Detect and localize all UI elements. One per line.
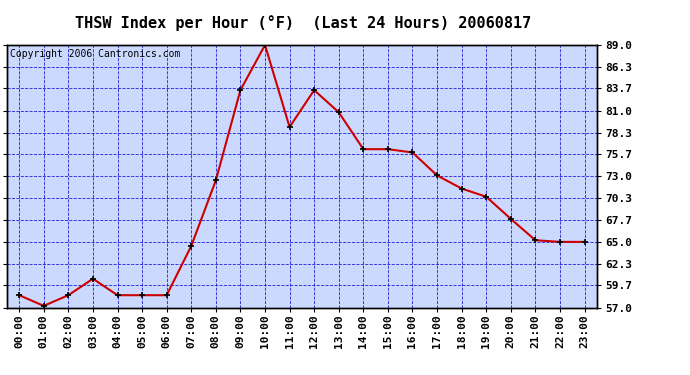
Text: THSW Index per Hour (°F)  (Last 24 Hours) 20060817: THSW Index per Hour (°F) (Last 24 Hours)…	[75, 15, 532, 31]
Point	[186, 243, 197, 249]
Text: Copyright 2006 Cantronics.com: Copyright 2006 Cantronics.com	[10, 49, 180, 59]
Point	[112, 292, 123, 298]
Point	[431, 172, 442, 178]
Point	[235, 87, 246, 93]
Point	[137, 292, 148, 298]
Point	[456, 186, 467, 192]
Point	[210, 177, 221, 183]
Point	[308, 87, 319, 93]
Point	[14, 292, 25, 298]
Point	[88, 276, 99, 282]
Point	[382, 146, 393, 152]
Point	[505, 216, 516, 222]
Point	[63, 292, 74, 298]
Point	[161, 292, 172, 298]
Point	[407, 150, 418, 156]
Point	[555, 239, 566, 245]
Point	[481, 194, 492, 200]
Point	[579, 239, 590, 245]
Point	[358, 146, 369, 152]
Point	[530, 237, 541, 243]
Point	[259, 42, 270, 48]
Point	[284, 124, 295, 130]
Point	[38, 303, 49, 309]
Point	[333, 109, 344, 115]
